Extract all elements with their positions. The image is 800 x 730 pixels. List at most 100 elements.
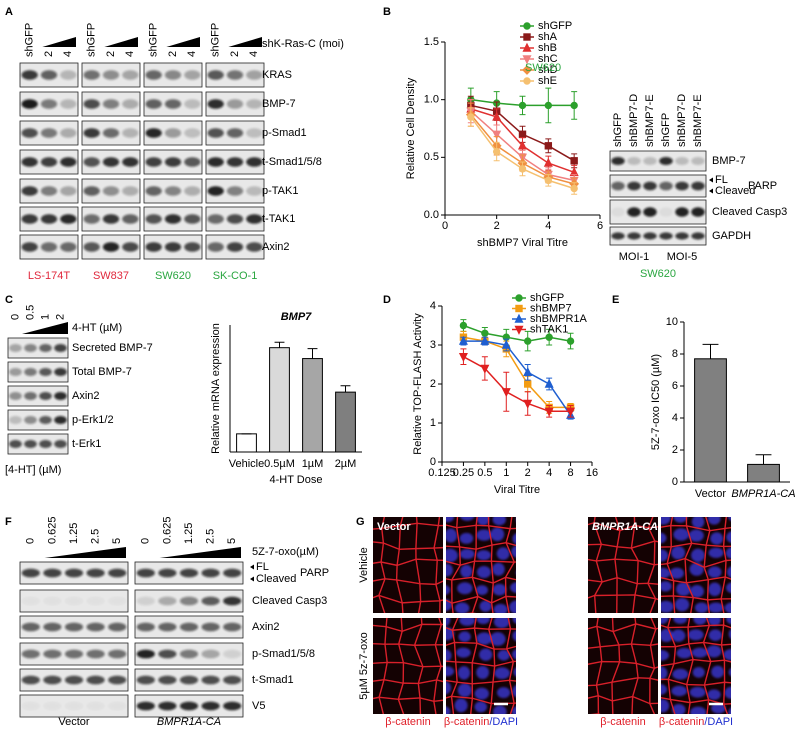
point	[524, 337, 532, 345]
lane-label: shGFP	[660, 113, 672, 147]
row-label: V5	[252, 700, 265, 712]
band-marker: Cleaved	[256, 573, 296, 585]
band	[179, 701, 199, 711]
band	[60, 157, 77, 167]
nucleus	[476, 565, 491, 579]
nucleus	[446, 681, 452, 695]
nucleus	[459, 532, 474, 544]
lane-label: 2	[43, 51, 55, 57]
nucleus	[691, 548, 705, 562]
nucleus	[494, 667, 510, 680]
nucleus	[476, 517, 490, 526]
micrograph	[588, 517, 658, 613]
point	[458, 335, 468, 345]
band	[246, 99, 263, 109]
lane-label: 2.5	[90, 529, 102, 544]
band	[102, 242, 120, 252]
nucleus	[690, 584, 705, 598]
nucleus	[676, 582, 691, 597]
band	[136, 701, 155, 711]
point	[544, 407, 554, 417]
nucleus	[446, 517, 455, 523]
lane-label: 0.5	[24, 305, 36, 320]
cell-line-label: SK-CO-1	[213, 270, 258, 282]
band	[60, 70, 77, 80]
lane-label: 5	[111, 538, 123, 544]
point	[570, 184, 578, 193]
point	[543, 157, 553, 167]
merge-label-part: β-catenin	[444, 716, 489, 728]
band	[54, 392, 67, 400]
series-line	[463, 356, 571, 413]
nucleus	[671, 546, 686, 560]
band	[158, 596, 177, 606]
nucleus	[707, 566, 722, 578]
panel-letter: B	[383, 6, 391, 18]
nucleus	[674, 597, 690, 612]
cell-outline	[526, 509, 532, 618]
band	[9, 416, 22, 424]
nucleus	[661, 684, 668, 695]
wedge	[166, 37, 200, 47]
band	[164, 70, 182, 80]
nucleus	[725, 547, 731, 559]
band	[40, 186, 58, 196]
nucleus	[456, 647, 471, 658]
panel-letter: A	[5, 6, 13, 18]
legend-label: shGFP	[530, 292, 564, 304]
band	[83, 99, 100, 109]
band	[102, 186, 120, 196]
x-tick-label: 4	[546, 467, 552, 479]
cell-line-label: SW837	[93, 270, 129, 282]
nucleus	[724, 686, 731, 699]
wedge	[159, 547, 241, 558]
nucleus	[476, 665, 490, 680]
band	[226, 157, 244, 167]
channel-label: β-catenin	[600, 716, 645, 728]
x-tick-label: 2	[525, 467, 531, 479]
row-label: 5µM 5z-7-oxo	[358, 632, 370, 699]
band	[226, 242, 244, 252]
band	[108, 568, 127, 578]
y-axis-label: Relative TOP-FLASH Activity	[412, 313, 424, 455]
row-label: Cleaved Casp3	[252, 595, 327, 607]
cell-outline	[588, 623, 658, 633]
cell-outline	[437, 506, 526, 512]
band	[179, 622, 199, 632]
band	[83, 157, 100, 167]
nucleus	[661, 532, 667, 544]
x-tick-label: 1	[503, 467, 509, 479]
cell-outline	[465, 612, 477, 613]
nucleus	[459, 618, 476, 626]
wedge	[104, 37, 138, 47]
x-tick-label: 0.125	[428, 467, 456, 479]
band	[40, 242, 58, 252]
row-label: PARP	[300, 567, 329, 579]
y-tick-label: 3	[430, 339, 436, 351]
cell-outline	[446, 641, 516, 650]
nucleus	[446, 706, 451, 714]
cell-outline	[446, 576, 516, 584]
band	[83, 70, 100, 80]
cell-outline	[661, 641, 731, 648]
band	[246, 214, 263, 224]
nucleus	[661, 666, 668, 680]
band	[226, 128, 244, 138]
band	[207, 99, 224, 109]
nucleus	[479, 648, 493, 661]
blot	[609, 226, 707, 246]
row-label: Total BMP-7	[72, 366, 132, 378]
row-label: t-TAK1	[262, 213, 295, 225]
band	[87, 702, 105, 711]
band	[24, 416, 37, 424]
y-tick-label: 4	[672, 412, 678, 424]
band	[40, 157, 58, 167]
nucleus	[661, 567, 671, 579]
nucleus	[476, 632, 492, 645]
band	[40, 128, 58, 138]
band	[22, 597, 40, 606]
panel-letter: G	[356, 516, 365, 528]
nucleus	[512, 685, 516, 698]
row-label: p-TAK1	[262, 185, 298, 197]
x-tick-label: 8	[568, 467, 574, 479]
